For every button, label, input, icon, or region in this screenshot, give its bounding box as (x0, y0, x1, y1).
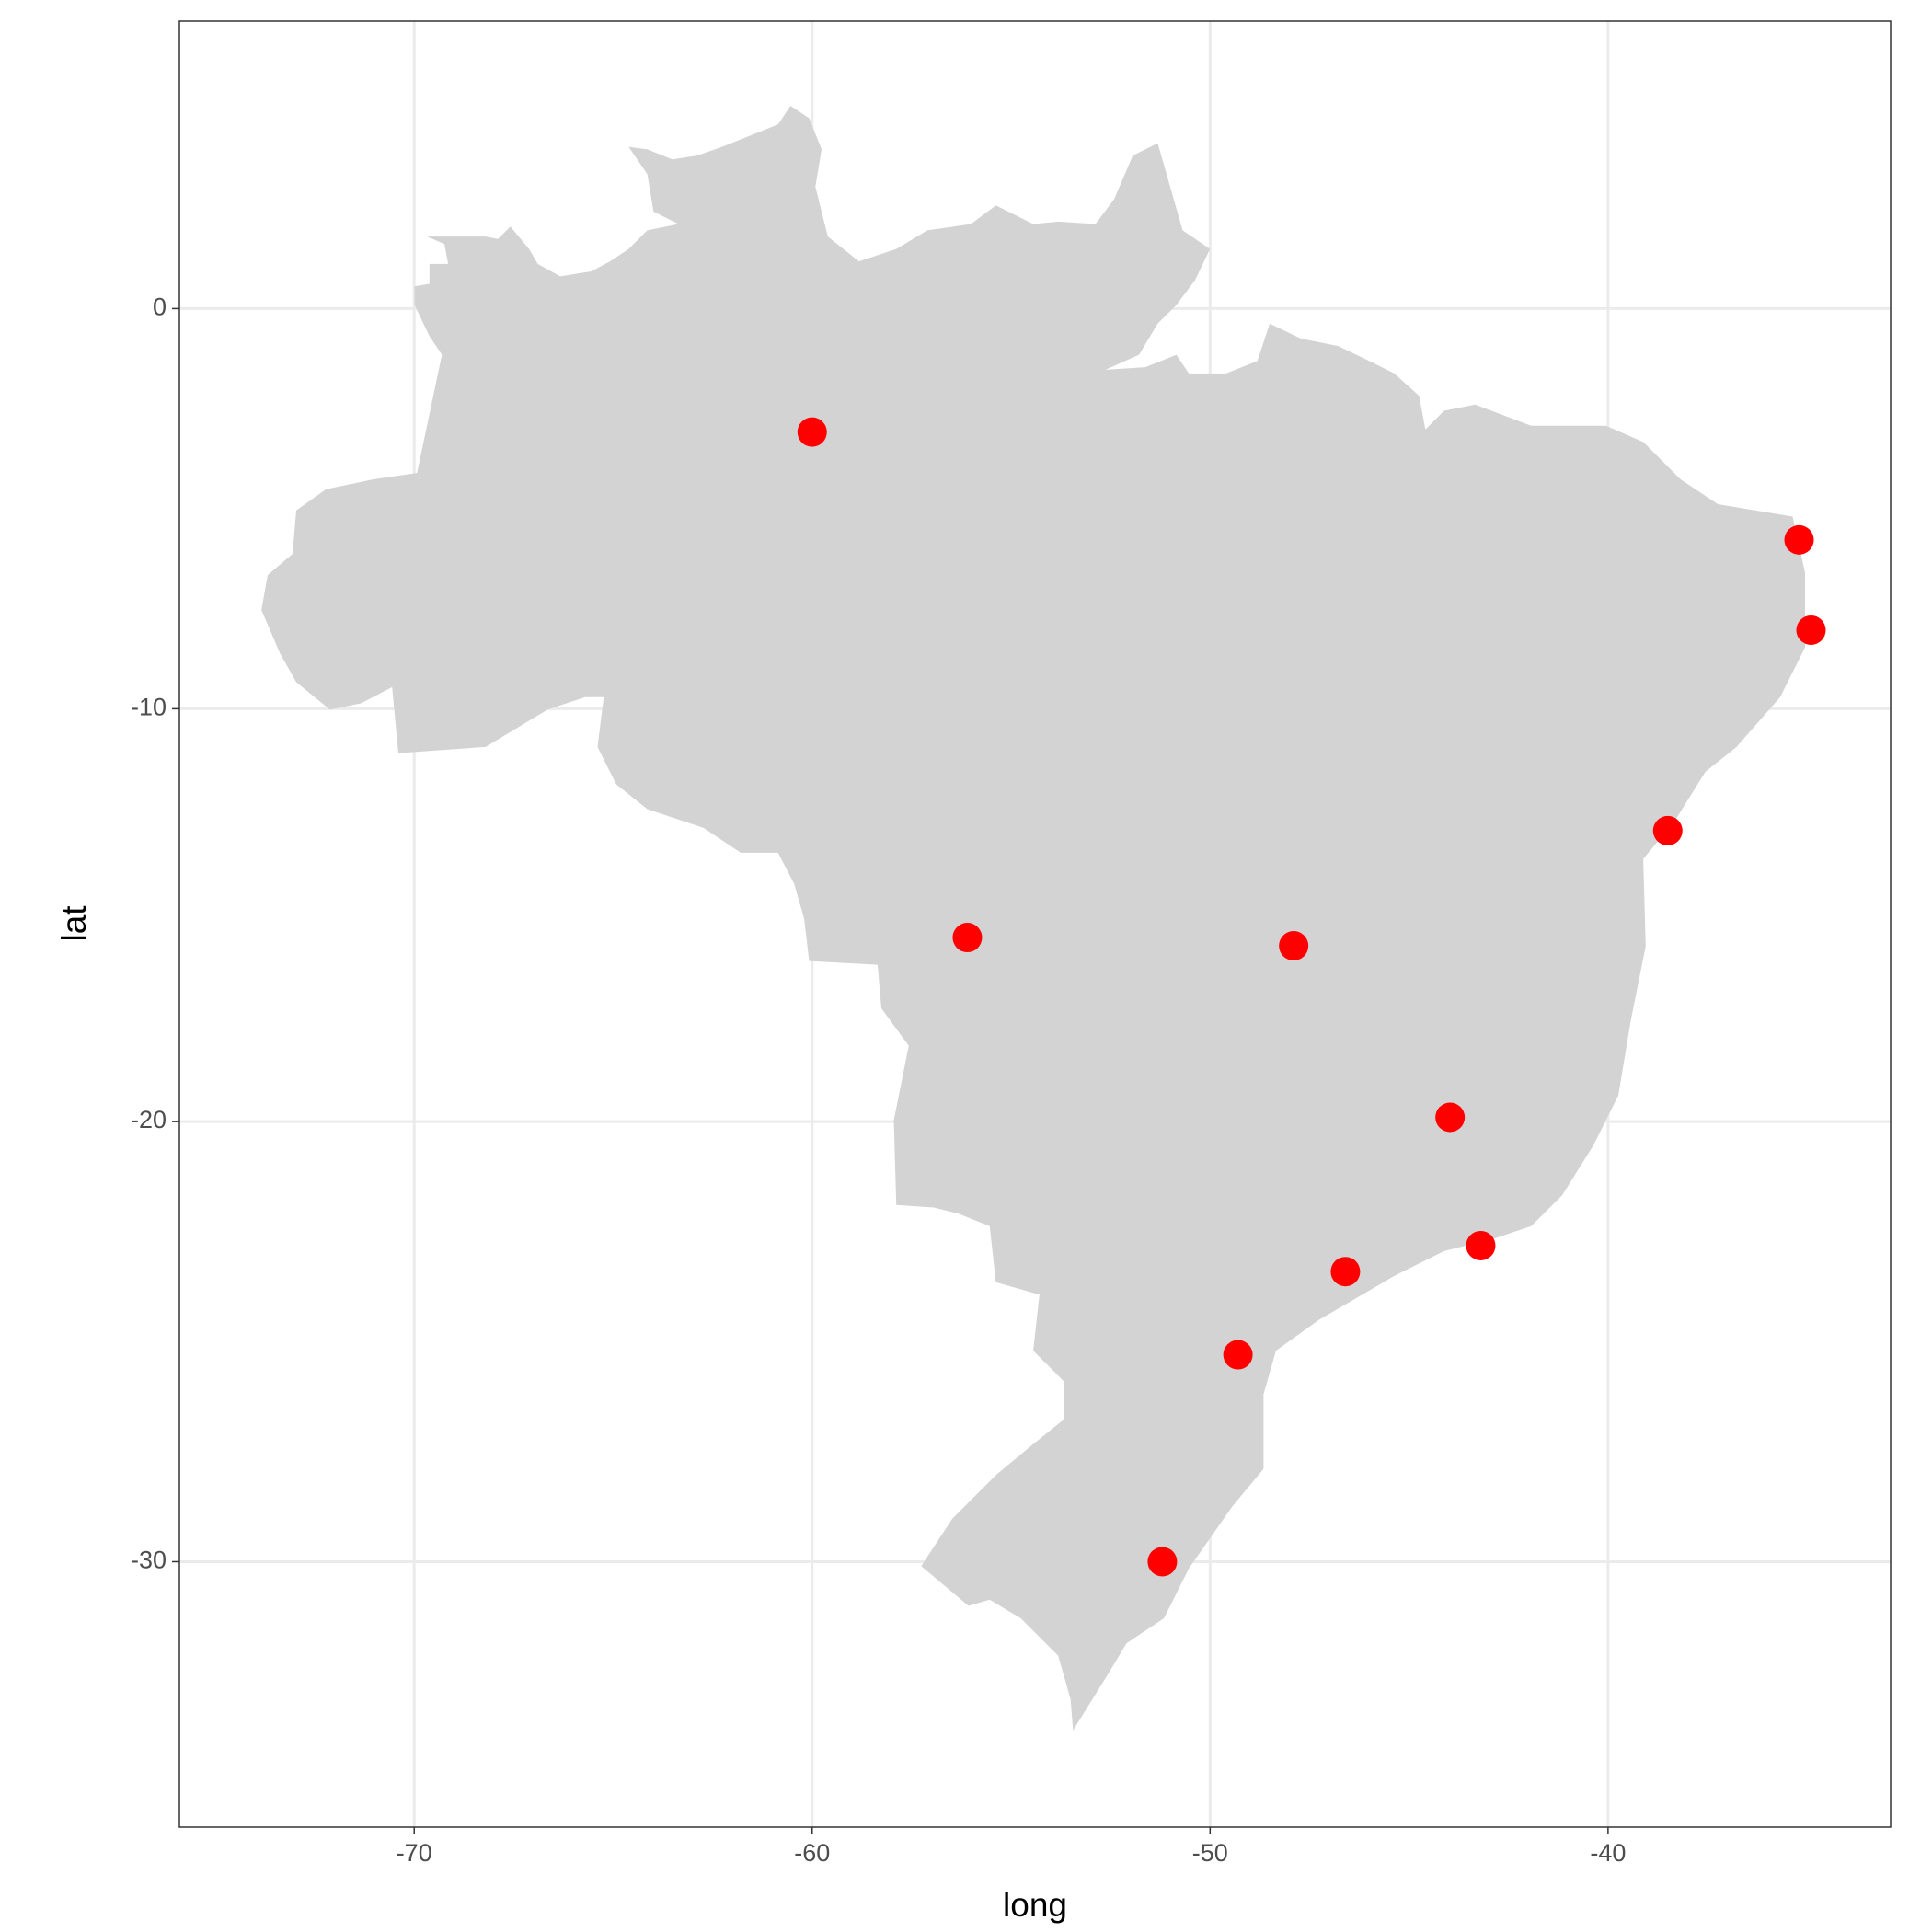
x-axis-title: long (1003, 1886, 1067, 1924)
point (1223, 1340, 1253, 1370)
x-tick-label: -40 (1590, 1839, 1626, 1867)
point (1784, 524, 1814, 555)
point (1147, 1547, 1178, 1577)
panel-border (178, 20, 1892, 1828)
point (1796, 615, 1826, 645)
point (1466, 1230, 1496, 1260)
point (1652, 815, 1683, 845)
y-tick-label: -10 (131, 694, 167, 721)
point (952, 923, 983, 953)
y-tick-label: -30 (131, 1547, 167, 1574)
y-tick-label: -20 (131, 1106, 167, 1133)
x-tick-label: -60 (794, 1839, 830, 1867)
x-tick-label: -70 (397, 1839, 432, 1867)
y-axis-title: lat (55, 905, 93, 942)
x-tick-label: -50 (1192, 1839, 1228, 1867)
map (261, 106, 1805, 1731)
y-tick-label: 0 (153, 293, 167, 321)
point (797, 417, 827, 447)
point (1435, 1102, 1466, 1133)
country-shape (261, 106, 1805, 1731)
points (797, 417, 1826, 1577)
axes: long lat -70 -60 -50 -40 0 -10 -20 -30 (55, 293, 1627, 1924)
point (1330, 1257, 1361, 1287)
point (1279, 931, 1309, 961)
